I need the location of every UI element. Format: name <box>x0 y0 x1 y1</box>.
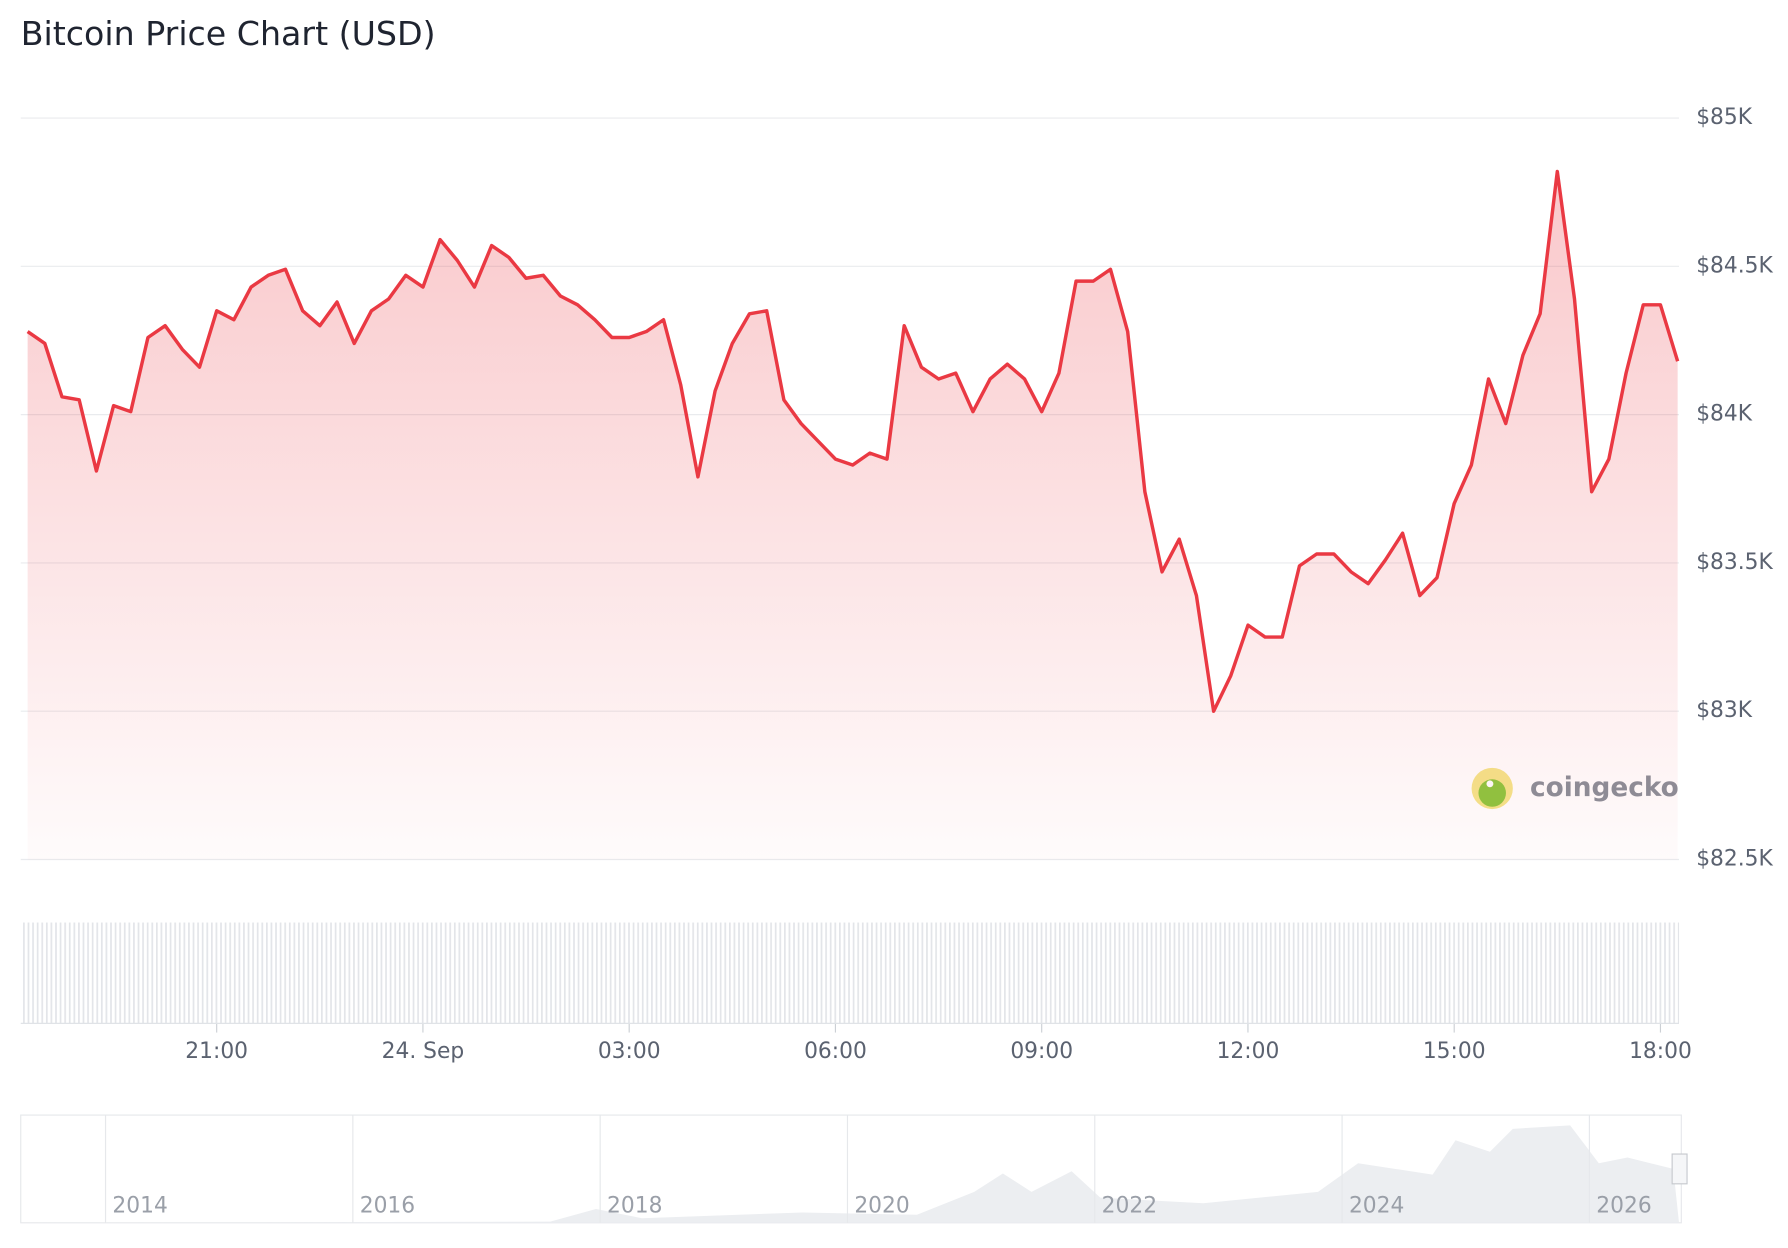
x-tick-label: 03:00 <box>598 1039 661 1064</box>
chart-title: Bitcoin Price Chart (USD) <box>21 14 436 53</box>
x-tick-label: 12:00 <box>1217 1039 1280 1064</box>
x-tick-label: 06:00 <box>804 1039 867 1064</box>
y-tick-label: $84.5K <box>1696 253 1773 278</box>
navigator-year: 2014 <box>112 1194 167 1219</box>
volume-bars <box>20 922 1680 1024</box>
navigator-year: 2024 <box>1349 1194 1404 1219</box>
x-tick-label: 15:00 <box>1423 1039 1486 1064</box>
y-tick-label: $83K <box>1696 698 1753 723</box>
navigator-year: 2020 <box>854 1194 909 1219</box>
y-tick-label: $83.5K <box>1696 550 1773 575</box>
navigator-year: 2016 <box>360 1194 415 1219</box>
price-area <box>27 171 1678 860</box>
y-tick-label: $82.5K <box>1696 847 1773 872</box>
navigator-area <box>20 1125 1680 1223</box>
price-line <box>26 169 1680 713</box>
navigator-year: 2018 <box>607 1194 662 1219</box>
navigator-year: 2022 <box>1102 1194 1157 1219</box>
navigator-handle[interactable] <box>1671 1153 1688 1185</box>
navigator: 2014 2016 2018 2020 2022 2024 2026 <box>20 1114 1688 1224</box>
x-tick-label: 24. Sep <box>382 1039 465 1064</box>
x-tick-label: 21:00 <box>185 1039 248 1064</box>
y-tick-label: $84K <box>1696 402 1753 427</box>
x-tick-label: 09:00 <box>1010 1039 1073 1064</box>
navigator-year: 2026 <box>1596 1194 1651 1219</box>
y-tick-label: $85K <box>1696 105 1753 130</box>
x-tick-label: 18:00 <box>1629 1039 1692 1064</box>
